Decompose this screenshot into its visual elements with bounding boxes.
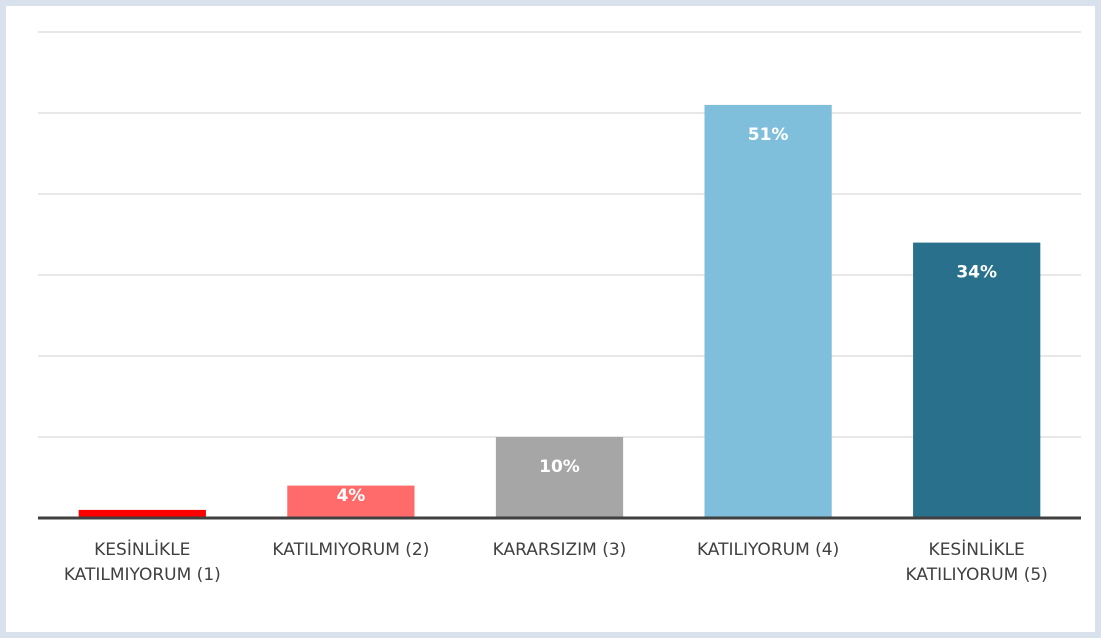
x-tick-label-box: KATILIYORUM (4) xyxy=(696,540,840,560)
x-tick-label: KESİNLİKLE KATILMIYORUM (1) xyxy=(63,540,221,585)
bar xyxy=(287,485,415,518)
x-tick-label-box: KESİNLİKLE KATILIYORUM (5) xyxy=(905,540,1048,585)
bar xyxy=(704,104,832,519)
x-tick-label: KATILMIYORUM (2) xyxy=(272,540,430,560)
x-tick-label-box: KATILMIYORUM (2) xyxy=(272,540,430,560)
data-label: 51% xyxy=(748,125,789,145)
x-tick-label-box: KARARSIZIM (3) xyxy=(492,540,627,560)
bar xyxy=(495,437,624,518)
x-tick-label: KARARSIZIM (3) xyxy=(492,540,627,560)
data-label: 10% xyxy=(539,457,580,477)
data-label: 34% xyxy=(956,263,997,283)
x-tick-label: KESİNLİKLE KATILIYORUM (5) xyxy=(905,540,1048,585)
data-label: 4% xyxy=(336,486,365,506)
x-tick-label-box: KESİNLİKLE KATILMIYORUM (1) xyxy=(63,540,221,585)
bar xyxy=(913,242,1041,518)
bar xyxy=(78,509,206,518)
x-tick-label: KATILIYORUM (4) xyxy=(696,540,840,560)
